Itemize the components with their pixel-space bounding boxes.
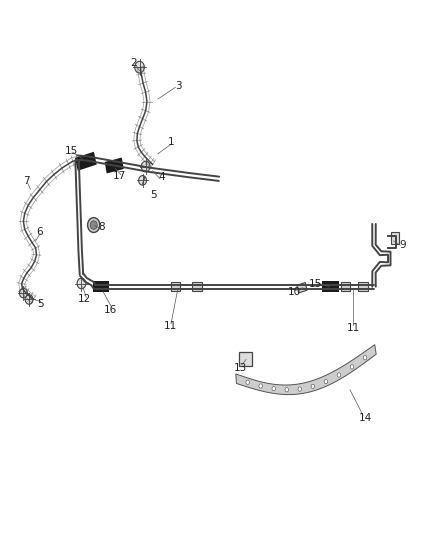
Circle shape [337,373,341,377]
Bar [170,282,180,292]
Circle shape [77,278,86,289]
Circle shape [135,61,145,73]
Circle shape [298,387,301,391]
Bar [341,282,350,292]
Circle shape [259,384,262,388]
Bar [322,281,339,292]
Circle shape [285,387,289,392]
Text: 16: 16 [104,305,117,315]
Circle shape [324,379,328,384]
Text: 5: 5 [150,190,157,200]
Polygon shape [236,345,376,394]
Bar [392,232,399,244]
Text: 8: 8 [99,222,105,232]
Circle shape [90,221,97,229]
Bar [297,282,307,293]
Circle shape [311,384,314,389]
Text: 10: 10 [287,287,300,297]
FancyBboxPatch shape [239,352,252,366]
Circle shape [141,161,150,172]
Text: 11: 11 [347,322,360,333]
Text: 17: 17 [113,171,126,181]
Text: 1: 1 [168,136,174,147]
Text: 15: 15 [308,279,321,288]
Text: 12: 12 [78,294,91,304]
Text: 5: 5 [38,298,44,309]
Circle shape [363,356,367,360]
Bar [105,158,124,173]
Circle shape [246,380,249,384]
Text: 13: 13 [233,362,247,373]
Text: 7: 7 [23,176,29,187]
Bar [358,282,368,292]
Bar [192,282,202,292]
Text: 2: 2 [131,59,137,68]
Bar [75,152,97,171]
Text: 11: 11 [163,321,177,331]
Text: 15: 15 [65,146,78,156]
Text: 14: 14 [359,413,372,423]
Text: 9: 9 [399,240,406,250]
Text: 3: 3 [176,81,182,91]
Circle shape [350,365,354,369]
Circle shape [19,288,27,298]
Circle shape [272,386,276,391]
Text: 6: 6 [37,227,43,237]
Circle shape [139,175,147,185]
Circle shape [88,217,100,232]
Bar [93,281,110,292]
Text: 4: 4 [158,172,165,182]
Circle shape [25,295,33,304]
